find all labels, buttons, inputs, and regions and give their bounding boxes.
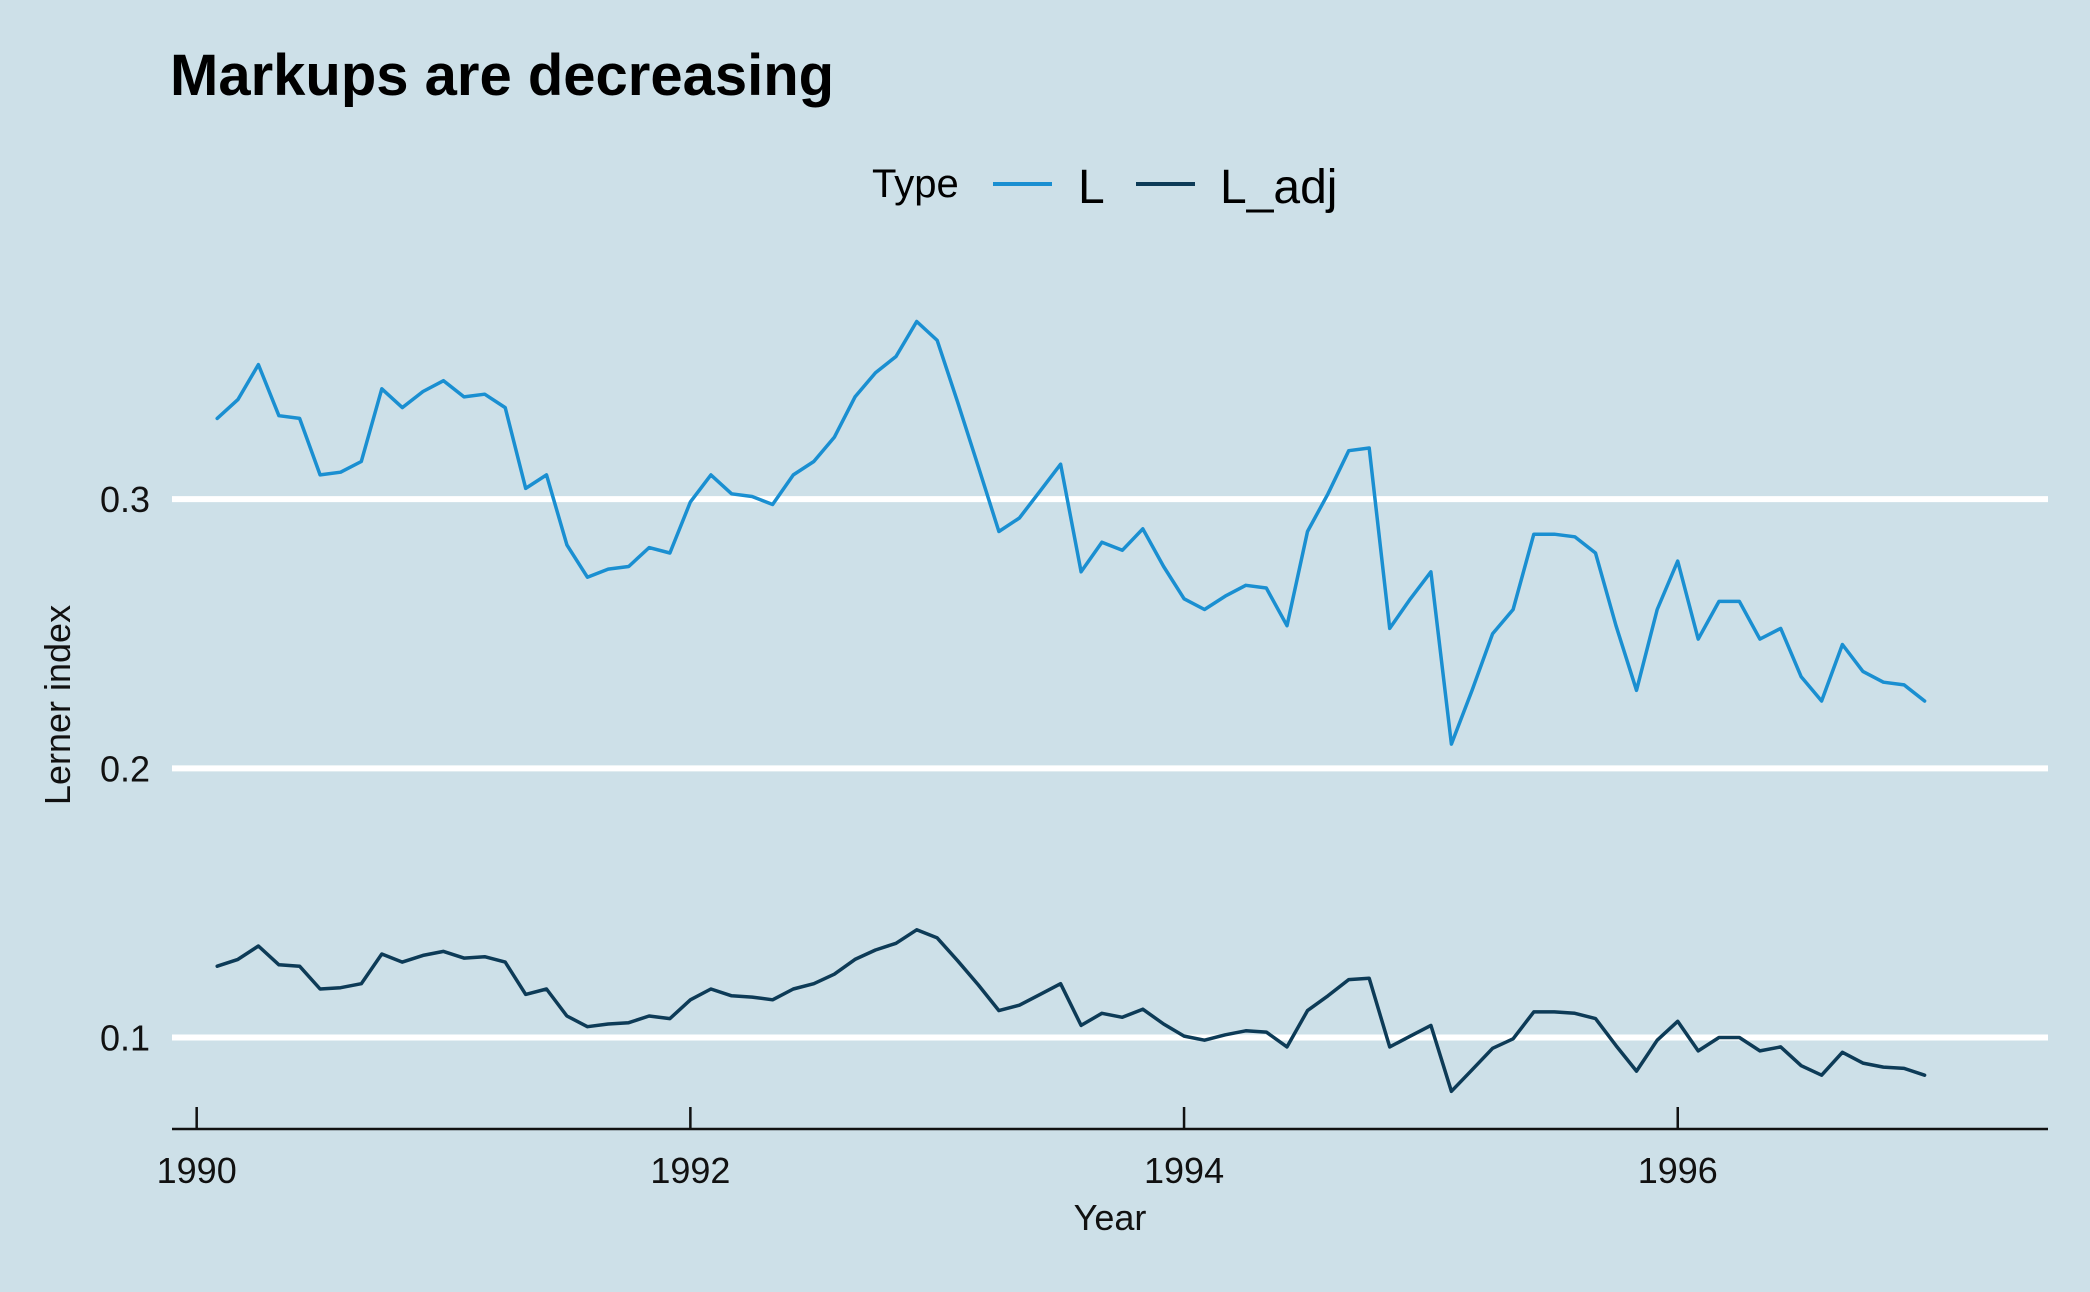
y-axis-title: Lerner index xyxy=(37,605,78,805)
x-tick-label: 1990 xyxy=(157,1150,237,1191)
series-line-l-adj xyxy=(215,928,1927,1094)
x-axis-title: Year xyxy=(1074,1197,1147,1238)
y-tick-label: 0.3 xyxy=(100,479,150,520)
legend: Type L L_adj xyxy=(872,161,1337,214)
chart-title: Markups are decreasing xyxy=(170,43,834,108)
legend-label-l-adj: L_adj xyxy=(1220,161,1337,214)
series-line-l xyxy=(215,319,1927,746)
y-tick-label: 0.2 xyxy=(100,748,150,789)
legend-label-l: L xyxy=(1078,161,1105,214)
gridlines xyxy=(172,496,2048,1041)
x-tick-label: 1994 xyxy=(1144,1150,1224,1191)
y-tick-label: 0.1 xyxy=(100,1017,150,1058)
x-ticks: 1990 1992 1994 1996 xyxy=(157,1107,1718,1191)
y-ticks: 0.1 0.2 0.3 xyxy=(100,479,150,1058)
x-tick-label: 1992 xyxy=(650,1150,730,1191)
series-lines xyxy=(215,319,1927,1094)
legend-title: Type xyxy=(872,162,959,206)
x-tick-label: 1996 xyxy=(1638,1150,1718,1191)
